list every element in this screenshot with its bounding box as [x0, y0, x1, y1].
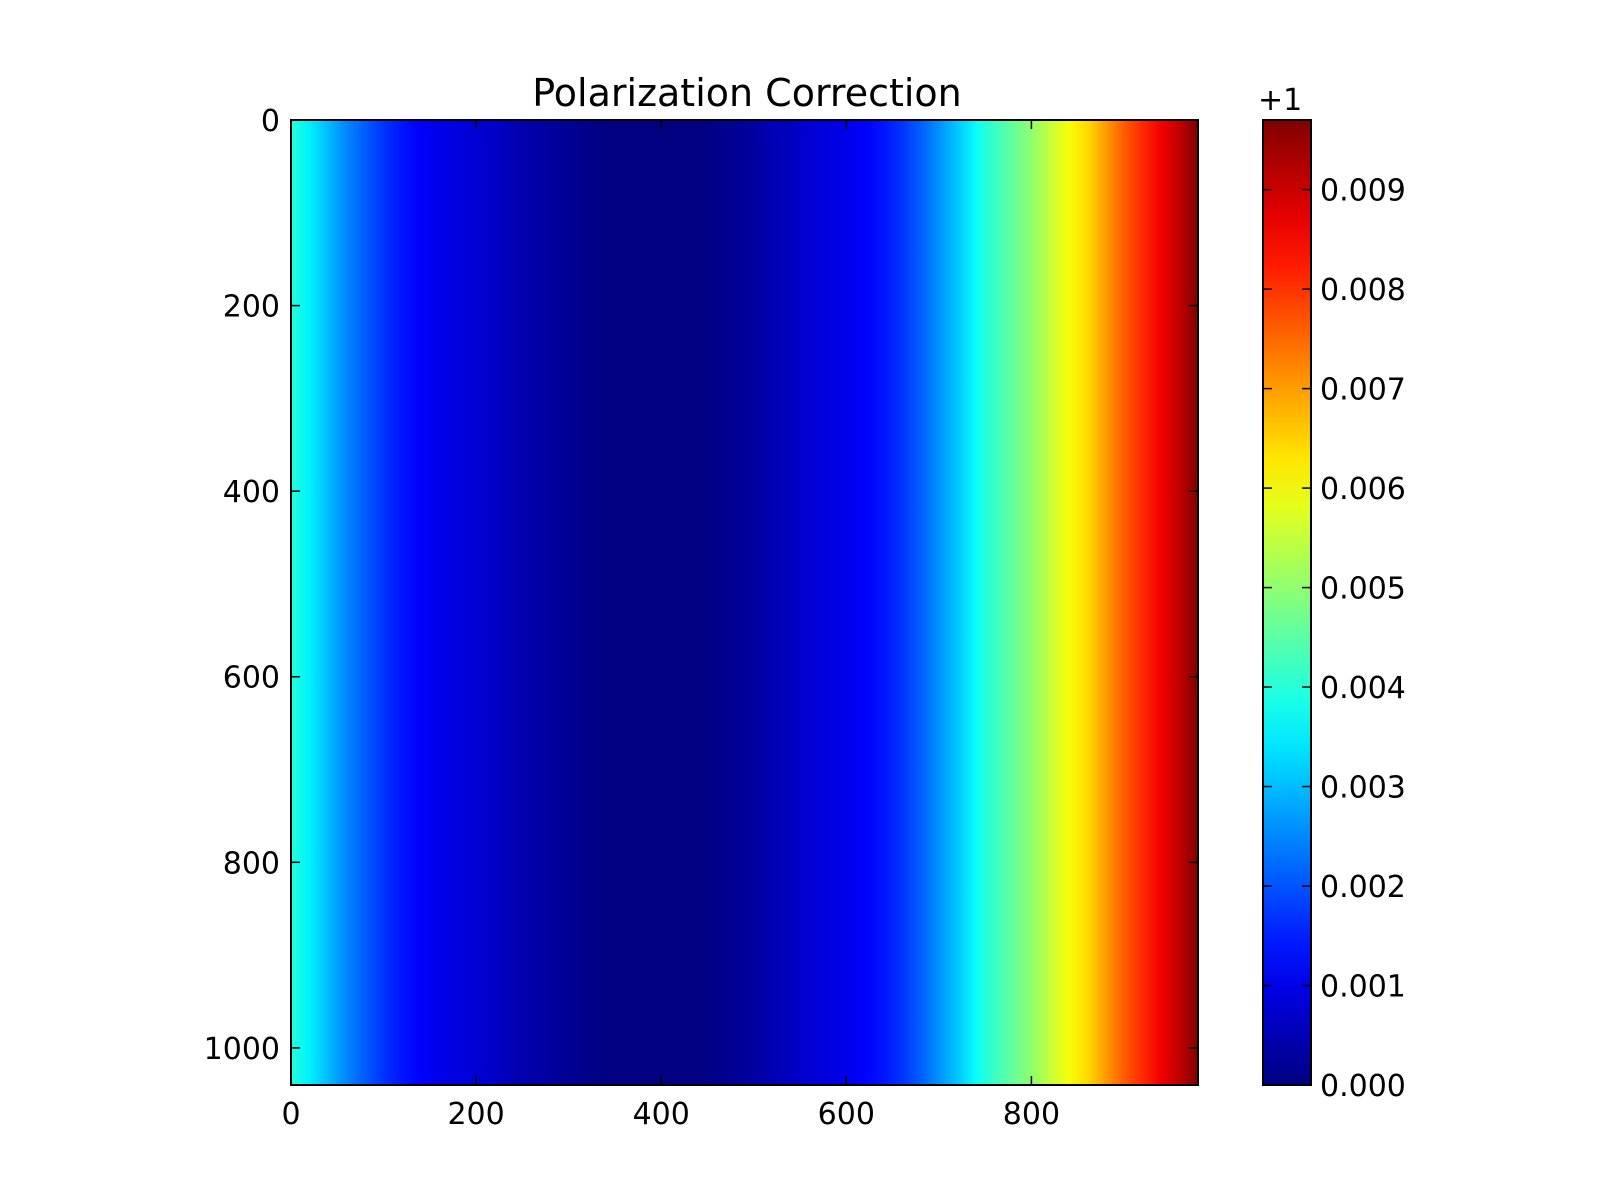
colorbar-tick-label: 0.003 — [1320, 771, 1406, 806]
colorbar-tick-label: 0.000 — [1320, 1069, 1406, 1104]
colorbar-tick-label: 0.001 — [1320, 970, 1406, 1005]
x-tick-label: 400 — [633, 1097, 690, 1132]
x-tick-label: 0 — [281, 1097, 300, 1132]
heatmap-image — [291, 120, 1198, 1085]
x-tick-label: 800 — [1003, 1097, 1060, 1132]
y-tick-label: 800 — [223, 846, 280, 881]
x-tick-label: 600 — [818, 1097, 875, 1132]
colorbar-tick-label: 0.008 — [1320, 273, 1406, 308]
chart-title: Polarization Correction — [532, 71, 962, 115]
y-tick-label: 200 — [223, 290, 280, 325]
y-tick-label: 600 — [223, 661, 280, 696]
colorbar-tick-label: 0.004 — [1320, 671, 1406, 706]
colorbar-frame — [1262, 119, 1312, 1086]
colorbar — [1263, 120, 1311, 1085]
y-tick-label: 400 — [223, 475, 280, 510]
y-tick-label: 0 — [261, 104, 280, 139]
colorbar-offset-label: +1 — [1258, 83, 1302, 118]
colorbar-tick-label: 0.006 — [1320, 472, 1406, 507]
x-tick-label: 200 — [447, 1097, 504, 1132]
colorbar-tick-label: 0.007 — [1320, 373, 1406, 408]
y-axis: 0 200 400 600 800 1000 — [204, 104, 1198, 1067]
plot-frame — [290, 119, 1199, 1086]
colorbar-tick-label: 0.002 — [1320, 870, 1406, 905]
colorbar-tick-label: 0.005 — [1320, 572, 1406, 607]
colorbar-axis: 0.000 0.001 0.002 0.003 0.004 0.005 0.006 0.007… — [1263, 174, 1406, 1104]
colorbar-tick-label: 0.009 — [1320, 174, 1406, 209]
y-tick-label: 1000 — [204, 1032, 280, 1067]
x-axis: 0 200 400 600 800 — [281, 120, 1060, 1132]
